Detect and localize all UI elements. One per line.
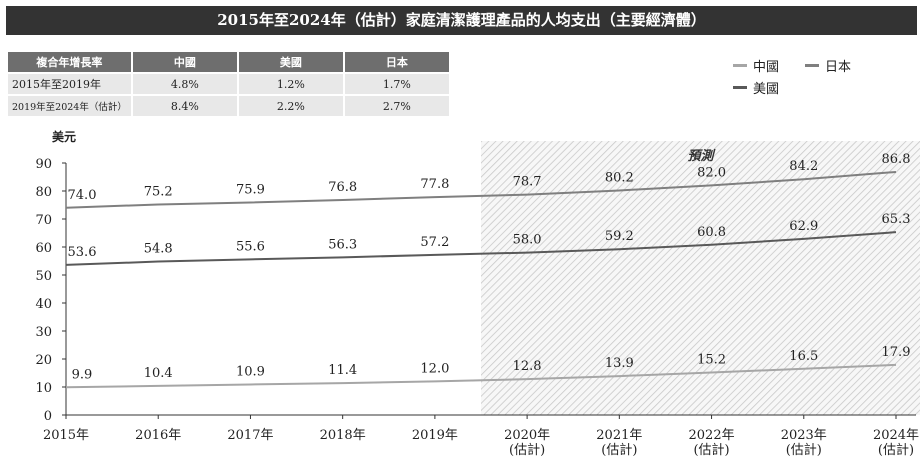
data-label: 16.5 <box>789 349 818 364</box>
data-label: 9.9 <box>72 367 93 382</box>
legend-swatch-usa <box>733 86 747 89</box>
table-cell: 1.7% <box>344 74 449 94</box>
x-tick-label: 2021年(估計) <box>596 428 642 458</box>
table-cell: 1.2% <box>238 74 343 94</box>
x-tick-label: 2016年 <box>135 428 181 443</box>
table-header-china: 中國 <box>132 52 237 72</box>
forecast-region <box>481 141 920 415</box>
data-label: 77.8 <box>420 177 449 192</box>
data-label: 80.2 <box>605 170 634 185</box>
data-label: 65.3 <box>882 212 911 227</box>
growth-rate-table: 複合年增長率 中國 美國 日本 2015年至2019年 4.8% 1.2% 1.… <box>6 50 451 118</box>
table-cell: 2.7% <box>344 96 449 116</box>
table-cell: 4.8% <box>132 74 237 94</box>
data-label: 76.8 <box>328 180 357 195</box>
y-tick-label: 20 <box>35 353 52 368</box>
table-row: 2015年至2019年 4.8% 1.2% 1.7% <box>8 74 449 94</box>
series-line-美國 <box>65 231 897 266</box>
y-tick-label: 70 <box>35 213 52 228</box>
data-label: 82.0 <box>697 165 726 180</box>
y-tick-label: 80 <box>35 185 52 200</box>
data-label: 59.2 <box>605 229 634 244</box>
table-cell: 8.4% <box>132 96 237 116</box>
data-label: 57.2 <box>420 235 449 250</box>
table-cell: 2.2% <box>238 96 343 116</box>
chart-title: 2015年至2024年（估計）家庭清潔護理產品的人均支出（主要經濟體） <box>6 6 917 35</box>
x-tick-label: 2023年(估計) <box>781 428 827 458</box>
legend-swatch-china <box>733 64 747 67</box>
data-label: 75.2 <box>144 184 173 199</box>
x-tick-label: 2017年 <box>227 428 273 443</box>
table-row-label: 2019年至2024年（估計） <box>8 96 131 116</box>
data-label: 55.6 <box>236 239 265 254</box>
data-label: 86.8 <box>882 152 911 167</box>
legend-swatch-japan <box>805 64 819 67</box>
x-tick-label: 2018年 <box>320 428 366 443</box>
y-axis-label: 美元 <box>52 129 76 144</box>
legend-item-usa: 美國 <box>733 78 779 97</box>
y-tick-label: 0 <box>44 409 52 424</box>
data-label: 12.0 <box>420 361 449 376</box>
data-label: 78.7 <box>513 175 542 190</box>
x-tick-label: 2022年(估計) <box>689 428 735 458</box>
data-label: 17.9 <box>882 345 911 360</box>
table-header-japan: 日本 <box>344 52 449 72</box>
data-label: 62.9 <box>789 219 818 234</box>
data-label: 10.4 <box>144 366 173 381</box>
legend-label-usa: 美國 <box>753 82 780 97</box>
y-tick-label: 40 <box>35 297 52 312</box>
table-header-row: 複合年增長率 中國 美國 日本 <box>8 52 449 72</box>
data-label: 58.0 <box>513 233 542 248</box>
data-label: 74.0 <box>68 188 97 203</box>
x-tick-label: 2015年 <box>43 428 89 443</box>
legend-item-japan: 日本 <box>805 56 851 75</box>
y-tick-label: 60 <box>35 241 52 256</box>
y-tick-label: 10 <box>35 381 52 396</box>
data-label: 84.2 <box>789 159 818 174</box>
data-label: 11.4 <box>328 363 357 378</box>
y-tick-label: 50 <box>35 269 52 284</box>
series-line-中國 <box>65 363 897 389</box>
data-label: 13.9 <box>605 356 634 371</box>
data-label: 60.8 <box>697 225 726 240</box>
data-label: 56.3 <box>328 237 357 252</box>
x-tick-label: 2019年 <box>412 428 458 443</box>
data-label: 54.8 <box>144 242 173 257</box>
data-label: 10.9 <box>236 364 265 379</box>
table-header-usa: 美國 <box>238 52 343 72</box>
data-label: 75.9 <box>236 182 265 197</box>
legend-label-japan: 日本 <box>825 60 852 75</box>
forecast-label: 預測 <box>687 148 716 164</box>
data-label: 53.6 <box>68 245 97 260</box>
table-row-label: 2015年至2019年 <box>8 74 131 94</box>
y-tick-label: 30 <box>35 325 52 340</box>
x-tick-label: 2024年(估計) <box>873 428 919 458</box>
y-tick-label: 90 <box>35 157 52 172</box>
table-header-cagr: 複合年增長率 <box>8 52 131 72</box>
data-label: 12.8 <box>513 359 542 374</box>
data-label: 15.2 <box>697 352 726 367</box>
legend-item-china: 中國 <box>733 56 779 75</box>
x-tick-label: 2020年(估計) <box>504 428 550 458</box>
legend-label-china: 中國 <box>753 60 780 75</box>
table-row: 2019年至2024年（估計） 8.4% 2.2% 2.7% <box>8 96 449 116</box>
series-line-日本 <box>65 170 897 209</box>
